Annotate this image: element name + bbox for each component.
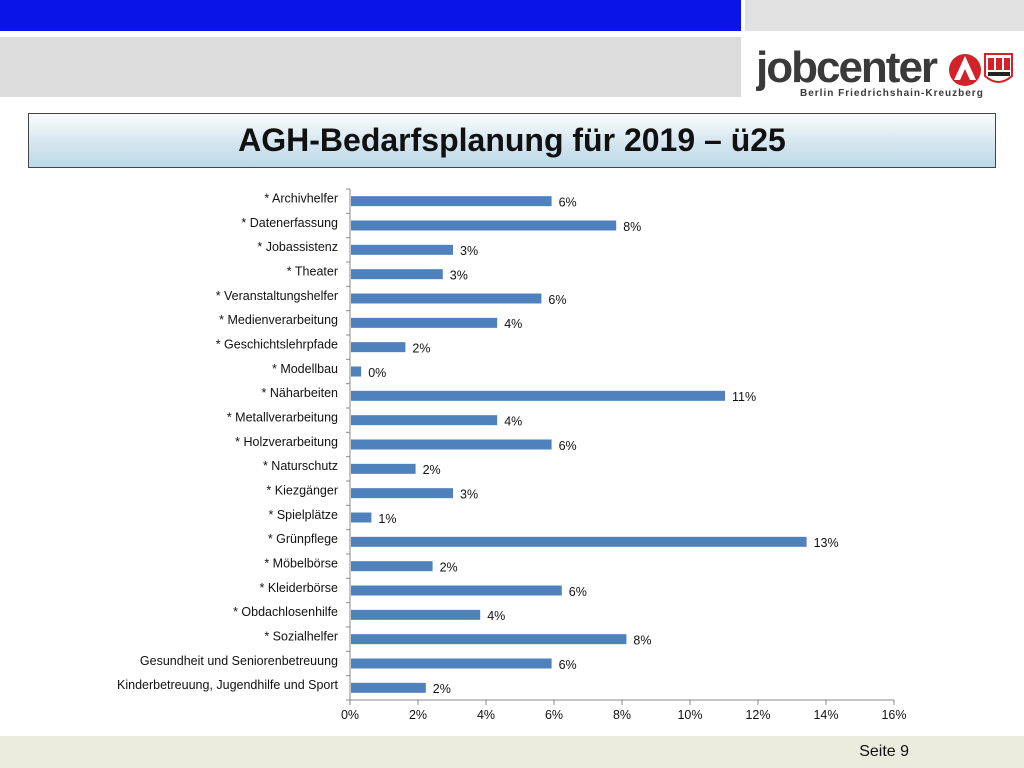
- logo-subtitle-text: Berlin Friedrichshain-Kreuzberg: [800, 88, 984, 99]
- category-label: * Modellbau: [272, 362, 338, 376]
- data-label: 3%: [460, 487, 478, 501]
- data-label: 6%: [569, 585, 587, 599]
- bar: [351, 463, 416, 474]
- category-label: * Möbelbörse: [264, 556, 338, 570]
- category-label: * Geschichtslehrpfade: [216, 337, 338, 351]
- category-label: * Theater: [287, 264, 338, 278]
- slide-title: AGH-Bedarfsplanung für 2019 – ü25: [238, 122, 786, 158]
- bar: [351, 196, 552, 207]
- bar: [351, 488, 453, 499]
- header-gray-band: [745, 0, 1024, 31]
- slide-title-box: AGH-Bedarfsplanung für 2019 – ü25: [28, 113, 996, 168]
- category-label: * Veranstaltungshelfer: [216, 289, 338, 303]
- category-label: * Medienverarbeitung: [219, 313, 338, 327]
- category-label: * Näharbeiten: [262, 386, 338, 400]
- category-label: * Datenerfassung: [241, 216, 338, 230]
- data-label: 8%: [623, 220, 641, 234]
- x-tick-label: 12%: [745, 708, 770, 722]
- category-label: * Kiezgänger: [266, 483, 338, 497]
- bar: [351, 682, 426, 693]
- data-label: 2%: [440, 560, 458, 574]
- category-label: * Grünpflege: [268, 532, 338, 546]
- bar: [351, 439, 552, 450]
- data-label: 11%: [732, 390, 756, 404]
- header-gray-block: [0, 37, 741, 97]
- data-label: 1%: [378, 512, 396, 526]
- arbeitsagentur-icon: [949, 54, 981, 86]
- bar: [351, 390, 725, 401]
- category-label: Gesundheit und Seniorenbetreuung: [140, 654, 338, 668]
- bar: [351, 609, 481, 620]
- data-label: 2%: [412, 341, 430, 355]
- x-tick-label: 8%: [613, 708, 631, 722]
- data-label: 6%: [559, 439, 577, 453]
- category-label: * Sozialhelfer: [264, 629, 338, 643]
- bar: [351, 561, 433, 572]
- bar: [351, 415, 498, 426]
- category-label: * Naturschutz: [263, 459, 338, 473]
- bar: [351, 317, 498, 328]
- bar: [351, 293, 542, 304]
- category-label: * Holzverarbeitung: [235, 435, 338, 449]
- page-number: Seite 9: [859, 743, 909, 760]
- x-tick-label: 0%: [341, 708, 359, 722]
- category-label: * Kleiderbörse: [259, 581, 338, 595]
- logo-brand-text: jobcenter: [756, 44, 938, 92]
- data-label: 2%: [433, 682, 451, 696]
- category-label: * Archivhelfer: [264, 191, 338, 205]
- data-label: 6%: [559, 195, 577, 209]
- x-tick-label: 6%: [545, 708, 563, 722]
- category-label: * Spielplätze: [269, 508, 339, 522]
- x-tick-label: 16%: [881, 708, 906, 722]
- district-crest-icon: [984, 53, 1013, 83]
- data-label: 4%: [504, 414, 522, 428]
- x-tick-label: 10%: [677, 708, 702, 722]
- bar: [351, 220, 617, 231]
- category-label: Kinderbetreuung, Jugendhilfe und Sport: [117, 678, 339, 692]
- data-label: 6%: [559, 658, 577, 672]
- bar: [351, 585, 562, 596]
- bar: [351, 366, 362, 377]
- bar: [351, 536, 807, 547]
- x-tick-label: 4%: [477, 708, 495, 722]
- bar: [351, 512, 372, 523]
- data-label: 4%: [504, 317, 522, 331]
- x-tick-label: 2%: [409, 708, 427, 722]
- data-label: 8%: [633, 633, 651, 647]
- bar: [351, 634, 627, 645]
- jobcenter-logo: jobcenter Berlin Friedrichshain-Kreuzber…: [756, 44, 1013, 99]
- data-label: 3%: [460, 244, 478, 258]
- data-label: 0%: [368, 366, 386, 380]
- category-label: * Jobassistenz: [257, 240, 338, 254]
- data-label: 4%: [487, 609, 505, 623]
- bar: [351, 342, 406, 353]
- bar-chart: * Archivhelfer 6% * Datenerfassung 8% * Joba…: [117, 188, 907, 722]
- bar: [351, 244, 453, 255]
- bar: [351, 269, 443, 280]
- x-tick-label: 14%: [813, 708, 838, 722]
- data-label: 13%: [814, 536, 839, 550]
- data-label: 3%: [450, 268, 468, 282]
- bar: [351, 658, 552, 669]
- category-label: * Obdachlosenhilfe: [233, 605, 338, 619]
- data-label: 6%: [548, 293, 566, 307]
- data-label: 2%: [423, 463, 441, 477]
- category-label: * Metallverarbeitung: [227, 410, 338, 424]
- footer-bar: [0, 736, 1024, 768]
- header-blue-band: [0, 0, 741, 31]
